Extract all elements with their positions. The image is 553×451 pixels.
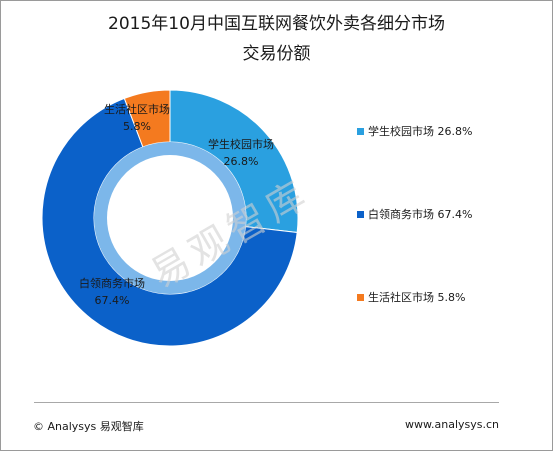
- legend-swatch: [357, 128, 364, 135]
- slice-label-value: 26.8%: [224, 155, 259, 168]
- chart-title: 2015年10月中国互联网餐饮外卖各细分市场: [108, 14, 445, 34]
- legend-item: 学生校园市场 26.8%: [368, 124, 472, 138]
- slice-labels: 学生校园市场 26.8% 白领商务市场 67.4% 生活社区市场 5.8%: [79, 102, 274, 307]
- slice-label-name: 白领商务市场: [79, 276, 145, 290]
- slice-label-value: 5.8%: [123, 120, 151, 133]
- legend-swatch: [357, 211, 364, 218]
- legend: 学生校园市场 26.8% 白领商务市场 67.4% 生活社区市场 5.8%: [357, 124, 472, 304]
- legend-item: 生活社区市场 5.8%: [368, 290, 465, 304]
- slice-label-name: 生活社区市场: [104, 102, 170, 116]
- slice-label-name: 学生校园市场: [208, 137, 274, 151]
- chart-subtitle: 交易份额: [242, 44, 311, 64]
- footer-divider: [34, 402, 499, 403]
- copyright-text: © Analysys 易观智库: [33, 420, 144, 433]
- legend-swatch: [357, 294, 364, 301]
- legend-item: 白领商务市场 67.4%: [368, 207, 472, 221]
- slice-label-value: 67.4%: [95, 294, 130, 307]
- donut-slices: [41, 89, 299, 347]
- center-hole: [107, 155, 233, 281]
- website-link[interactable]: www.analysys.cn: [405, 418, 499, 431]
